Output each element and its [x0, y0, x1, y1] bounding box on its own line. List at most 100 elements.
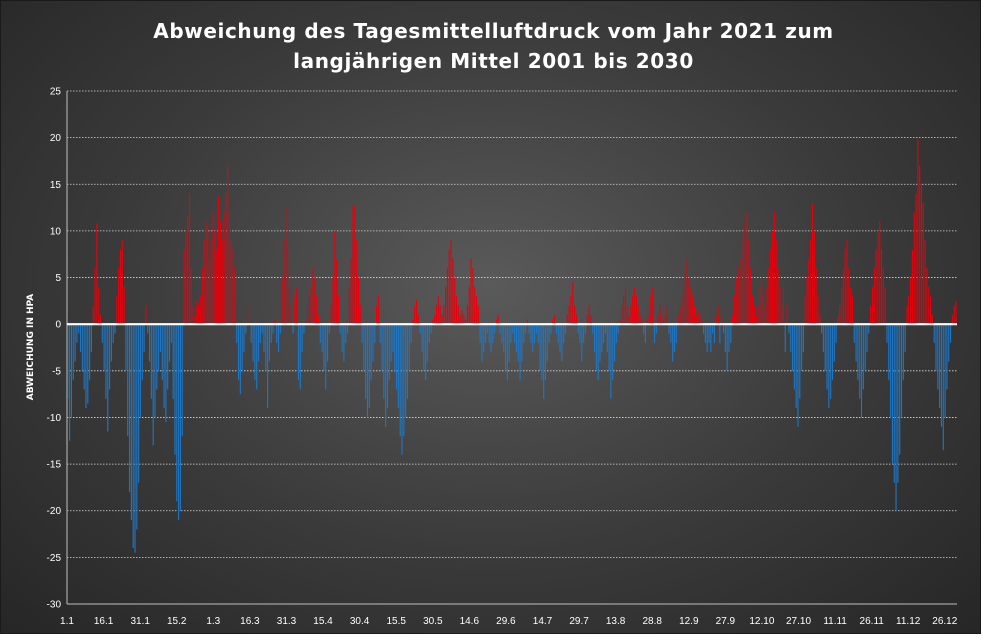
- bar-negative: [835, 324, 837, 343]
- bar-positive: [188, 193, 191, 325]
- bar-negative: [174, 324, 176, 455]
- bar-negative: [257, 324, 260, 362]
- bar-negative: [365, 324, 367, 399]
- bar-negative: [85, 324, 87, 409]
- bar-positive: [336, 258, 338, 325]
- bar-negative: [408, 324, 410, 371]
- bar-positive: [316, 296, 318, 325]
- bar-negative: [833, 324, 835, 362]
- bar-negative: [593, 324, 596, 353]
- bar-negative: [675, 324, 677, 343]
- bar-negative: [830, 324, 832, 399]
- bar-negative: [543, 324, 545, 399]
- x-tick-label: 11.12: [896, 616, 921, 627]
- bar-positive: [198, 305, 200, 325]
- bar-negative: [862, 324, 864, 390]
- x-tick-label: 13.8: [606, 616, 626, 627]
- bar-positive: [663, 319, 665, 325]
- bar-negative: [608, 324, 610, 371]
- bar-positive: [908, 296, 910, 325]
- bar-negative: [297, 324, 300, 381]
- bar-positive: [194, 314, 196, 325]
- bar-negative: [163, 324, 165, 409]
- bar-positive: [414, 305, 416, 325]
- bar-positive: [205, 221, 207, 325]
- bar-negative: [277, 324, 280, 353]
- bar-positive: [762, 296, 765, 325]
- bar-negative: [90, 324, 92, 353]
- bar-negative: [557, 324, 559, 343]
- bar-positive: [871, 286, 873, 325]
- bar-negative: [363, 324, 365, 371]
- bar-negative: [655, 324, 657, 334]
- bar-positive: [870, 305, 872, 325]
- bar-negative: [381, 324, 383, 371]
- bar-positive: [196, 300, 198, 325]
- bar-negative: [109, 324, 111, 390]
- bar-positive: [744, 221, 746, 325]
- bar-positive: [468, 286, 470, 325]
- bar-positive: [214, 230, 216, 325]
- bar-positive: [746, 212, 748, 325]
- bar-negative: [134, 324, 136, 553]
- bar-negative: [252, 324, 254, 362]
- bar-positive: [926, 268, 928, 325]
- bar-negative: [599, 324, 601, 362]
- bar-positive: [441, 314, 443, 325]
- bar-positive: [568, 305, 570, 325]
- bar-positive: [185, 230, 187, 325]
- bar-negative: [372, 324, 374, 362]
- bar-positive: [953, 305, 955, 325]
- bar-negative: [673, 324, 676, 353]
- bar-negative: [374, 324, 376, 343]
- x-tick-label: 29.6: [496, 616, 516, 627]
- bar-negative: [797, 324, 799, 427]
- bar-negative: [270, 324, 272, 343]
- bar-negative: [426, 324, 428, 362]
- bar-positive: [455, 296, 458, 325]
- bar-positive: [715, 314, 717, 325]
- x-tick-label: 14.7: [533, 616, 553, 627]
- bar-positive: [848, 268, 850, 325]
- x-tick-label: 16.3: [240, 616, 260, 627]
- bar-positive: [770, 249, 772, 325]
- bar-negative: [584, 324, 587, 334]
- bar-positive: [739, 258, 741, 325]
- bar-negative: [722, 324, 725, 334]
- bar-positive: [312, 268, 314, 325]
- bar-negative: [672, 324, 674, 362]
- bar-negative: [399, 324, 401, 437]
- bar-positive: [695, 314, 697, 325]
- bar-negative: [107, 324, 109, 432]
- bar-positive: [225, 193, 227, 325]
- bar-negative: [488, 324, 490, 343]
- bar-negative: [428, 324, 430, 343]
- bar-negative: [70, 324, 72, 418]
- bar-negative: [581, 324, 583, 362]
- bar-positive: [771, 230, 774, 325]
- bar-positive: [356, 240, 358, 325]
- bar-negative: [105, 324, 107, 399]
- bar-positive: [552, 319, 554, 325]
- bar-negative: [653, 324, 656, 343]
- bar-negative: [939, 324, 941, 409]
- bar-negative: [89, 324, 91, 381]
- bar-negative: [394, 324, 396, 371]
- bar-positive: [919, 165, 921, 325]
- bar-positive: [817, 296, 819, 325]
- bar-positive: [882, 268, 884, 325]
- bar-negative: [268, 324, 270, 362]
- bar-negative: [481, 324, 483, 362]
- bar-negative: [528, 324, 530, 334]
- bar-positive: [466, 305, 468, 325]
- bar-positive: [641, 319, 643, 325]
- bar-positive: [296, 286, 298, 325]
- bar-negative: [530, 324, 532, 343]
- bar-negative: [254, 324, 256, 381]
- bar-negative: [139, 324, 142, 418]
- bar-positive: [285, 207, 287, 325]
- bar-negative: [643, 324, 645, 334]
- bar-negative: [403, 324, 405, 437]
- bar-positive: [475, 296, 478, 325]
- bar-negative: [728, 324, 730, 353]
